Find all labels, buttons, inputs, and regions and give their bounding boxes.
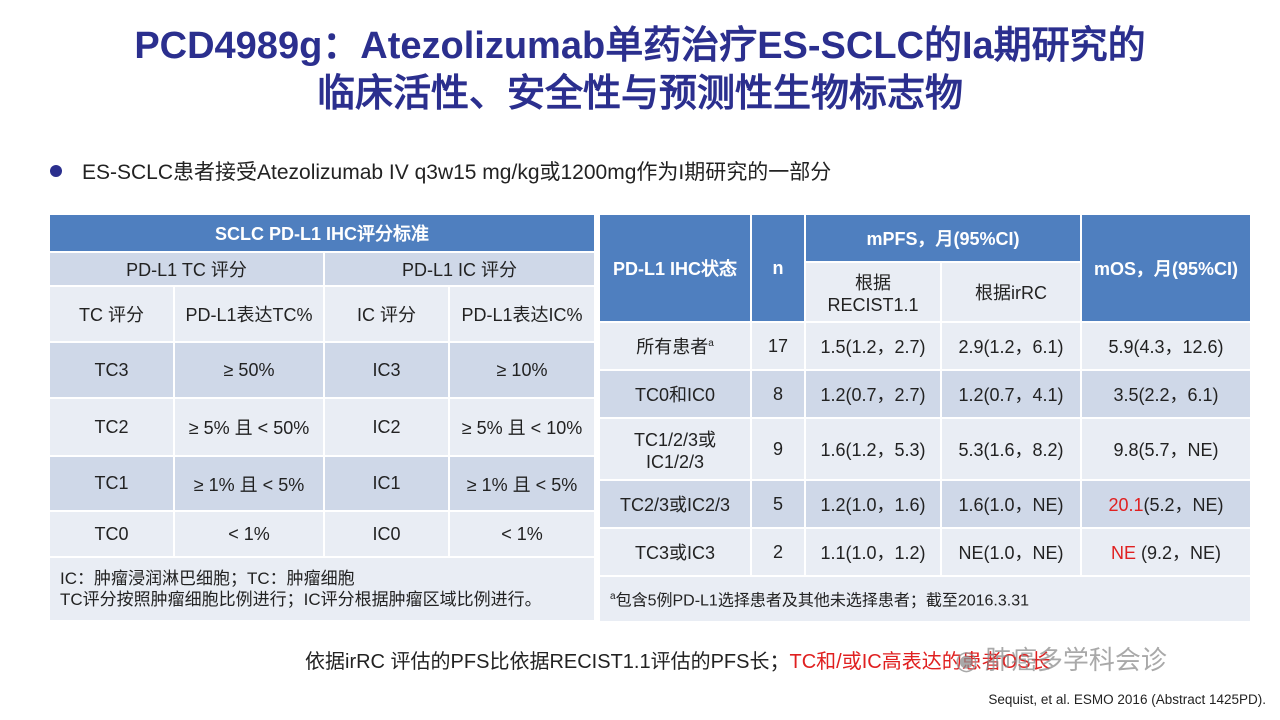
recist-cell: 1.2(0.7，2.7): [804, 369, 942, 419]
n-cell: 17: [750, 321, 806, 371]
efficacy-footnote: a包含5例PD-L1选择患者及其他未选择患者；截至2016.3.31: [598, 575, 1252, 623]
table-row: TC1 ≥ 1% 且 < 5% IC1 ≥ 1% 且 < 5%: [48, 455, 597, 512]
status-text: TC1/2/3或: [633, 429, 717, 450]
table-row: TC3 ≥ 50% IC3 ≥ 10%: [48, 341, 597, 399]
mos-cell: 3.5(2.2，6.1): [1080, 369, 1252, 419]
table-row: 所有患者a 17 1.5(1.2，2.7) 2.9(1.2，6.1) 5.9(4…: [598, 321, 1252, 371]
ic-pct: ≥ 5% 且 < 10%: [447, 397, 597, 457]
ic-score: IC1: [323, 455, 450, 512]
mos-text: (9.2，NE): [1135, 543, 1222, 563]
mos-cell: NE (9.2，NE): [1080, 527, 1252, 577]
irrc-cell: 5.3(1.6，8.2): [940, 417, 1082, 481]
tc-pct: ≥ 1% 且 < 5%: [173, 455, 325, 512]
status-header: PD-L1 IHC状态: [598, 213, 752, 323]
table-row: TC3或IC3 2 1.1(1.0，1.2) NE(1.0，NE) NE (9.…: [598, 527, 1252, 577]
n-cell: 5: [750, 479, 806, 529]
recist-cell: 1.1(1.0，1.2): [804, 527, 942, 577]
mos-text: 3.5(2.2，6.1): [1113, 385, 1219, 405]
reference: Sequist, et al. ESMO 2016 (Abstract 1425…: [988, 692, 1266, 707]
recist-cell: 1.5(1.2，2.7): [804, 321, 942, 371]
tc-pct: < 1%: [173, 510, 325, 558]
irrc-cell: NE(1.0，NE): [940, 527, 1082, 577]
recist-cell: 1.2(1.0，1.6): [804, 479, 942, 529]
mos-text: (5.2，NE): [1143, 495, 1224, 515]
footnote-marker: a: [610, 591, 616, 603]
mos-header: mOS，月(95%CI): [1080, 213, 1252, 323]
irrc-cell: 1.6(1.0，NE): [940, 479, 1082, 529]
note-line-1: IC：肿瘤浸润淋巴细胞；TC：肿瘤细胞: [60, 569, 355, 588]
table-row: TC2/3或IC2/3 5 1.2(1.0，1.6) 1.6(1.0，NE) 2…: [598, 479, 1252, 529]
ic-pct: ≥ 1% 且 < 5%: [447, 455, 597, 512]
ic-score: IC2: [323, 397, 450, 457]
ic-score-header: IC 评分: [323, 285, 450, 343]
status-cell: TC0和IC0: [598, 369, 752, 419]
title-line-2: 临床活性、安全性与预测性生物标志物: [316, 73, 963, 115]
table-row: TC1/2/3或 IC1/2/3 9 1.6(1.2，5.3) 5.3(1.6，…: [598, 417, 1252, 481]
ic-pct: ≥ 10%: [447, 341, 597, 399]
page-title: PCD4989g：Atezolizumab单药治疗ES-SCLC的Ia期研究的 …: [0, 22, 1280, 118]
ic-group-header: PD-L1 IC 评分: [322, 251, 597, 287]
ihc-criteria-table: SCLC PD-L1 IHC评分标准 PD-L1 TC 评分 PD-L1 IC …: [47, 213, 597, 622]
table-row: TC0和IC0 8 1.2(0.7，2.7) 1.2(0.7，4.1) 3.5(…: [598, 369, 1252, 419]
tc-score: TC0: [48, 510, 175, 558]
mos-highlight: 20.1: [1108, 495, 1144, 515]
ic-pct-header: PD-L1表达IC%: [447, 285, 597, 343]
irrc-cell: 1.2(0.7，4.1): [940, 369, 1082, 419]
status-cell: TC3或IC3: [598, 527, 752, 577]
conclusion-text: 依据irRC 评估的PFS比依据RECIST1.1评估的PFS长；TC和/或IC…: [305, 645, 1051, 674]
tc-pct-header: PD-L1表达TC%: [173, 285, 325, 343]
watermark: ◉ 肺癌多学科会诊: [955, 640, 1167, 677]
bullet-point: ES-SCLC患者接受Atezolizumab IV q3w15 mg/kg或1…: [50, 156, 831, 186]
tc-score: TC1: [48, 455, 175, 512]
footnote-text: 包含5例PD-L1选择患者及其他未选择患者；截至2016.3.31: [615, 592, 1029, 610]
ic-pct: < 1%: [447, 510, 597, 558]
mos-cell: 20.1(5.2，NE): [1080, 479, 1252, 529]
ic-score: IC0: [323, 510, 450, 558]
n-cell: 2: [750, 527, 806, 577]
title-line-1: PCD4989g：Atezolizumab单药治疗ES-SCLC的Ia期研究的: [134, 25, 1146, 67]
recist-header-line-2: RECIST1.1: [827, 294, 919, 315]
table-row: TC0 < 1% IC0 < 1%: [48, 510, 597, 558]
mos-cell: 9.8(5.7，NE): [1080, 417, 1252, 481]
criteria-note: IC：肿瘤浸润淋巴细胞；TC：肿瘤细胞 TC评分按照肿瘤细胞比例进行；IC评分根…: [47, 556, 597, 622]
mpfs-header: mPFS，月(95%CI): [804, 213, 1082, 263]
tc-score-header: TC 评分: [48, 285, 175, 343]
criteria-table-header: SCLC PD-L1 IHC评分标准: [47, 213, 597, 253]
irrc-cell: 2.9(1.2，6.1): [940, 321, 1082, 371]
n-header: n: [750, 213, 806, 323]
mos-highlight: NE: [1110, 543, 1136, 563]
bullet-dot-icon: [50, 165, 62, 178]
tc-pct: ≥ 5% 且 < 50%: [173, 397, 325, 457]
footnote-marker: a: [708, 338, 714, 349]
mos-text: 5.9(4.3，12.6): [1108, 337, 1224, 357]
watermark-text: 肺癌多学科会诊: [984, 645, 1167, 675]
n-cell: 9: [750, 417, 806, 481]
wechat-icon: ◉: [955, 645, 978, 675]
tc-pct: ≥ 50%: [173, 341, 325, 399]
status-cell: TC1/2/3或 IC1/2/3: [598, 417, 752, 481]
status-text: 所有患者: [636, 337, 709, 357]
status-text-line-2: IC1/2/3: [645, 451, 705, 472]
tc-score: TC3: [48, 341, 175, 399]
conclusion-main: 依据irRC 评估的PFS比依据RECIST1.1评估的PFS长；: [305, 651, 790, 673]
n-cell: 8: [750, 369, 806, 419]
recist-header: 根据 RECIST1.1: [804, 261, 942, 323]
note-line-2: TC评分按照肿瘤细胞比例进行；IC评分根据肿瘤区域比例进行。: [60, 590, 542, 609]
mos-cell: 5.9(4.3，12.6): [1080, 321, 1252, 371]
recist-cell: 1.6(1.2，5.3): [804, 417, 942, 481]
table-row: TC2 ≥ 5% 且 < 50% IC2 ≥ 5% 且 < 10%: [48, 397, 597, 457]
efficacy-table: PD-L1 IHC状态 n mPFS，月(95%CI) mOS，月(95%CI)…: [598, 213, 1252, 623]
conclusion-highlight: TC和/或IC高表达的患者OS长: [789, 651, 1051, 673]
mos-text: 9.8(5.7，NE): [1113, 440, 1219, 460]
tc-group-header: PD-L1 TC 评分: [48, 251, 325, 287]
recist-header-line-1: 根据: [855, 272, 891, 293]
ic-score: IC3: [323, 341, 450, 399]
status-cell: TC2/3或IC2/3: [598, 479, 752, 529]
tc-score: TC2: [48, 397, 175, 457]
bullet-text: ES-SCLC患者接受Atezolizumab IV q3w15 mg/kg或1…: [82, 161, 832, 184]
status-cell: 所有患者a: [598, 321, 752, 371]
irrc-header: 根据irRC: [940, 261, 1082, 323]
